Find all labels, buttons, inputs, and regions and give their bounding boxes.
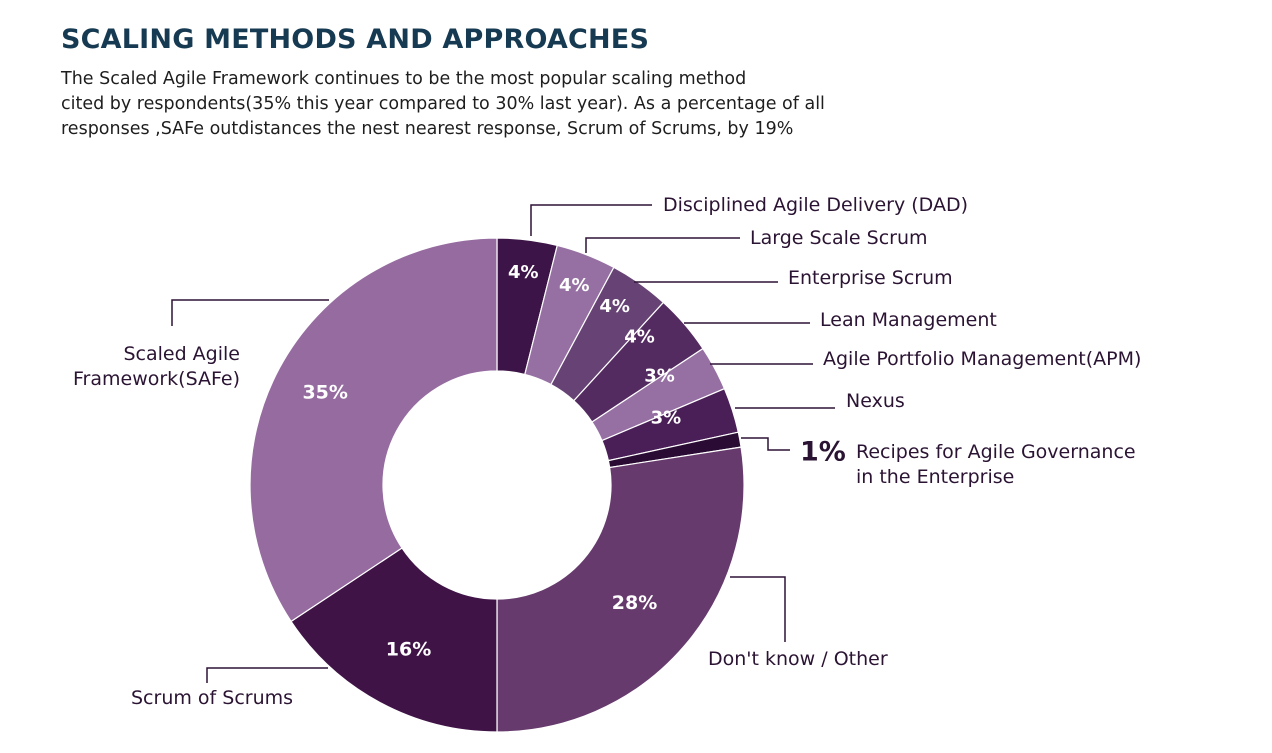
slice-category-labels: Disciplined Agile Delivery (DAD) Large Sc…	[73, 194, 1141, 709]
leader-line-don-t-know-other	[730, 576, 786, 642]
category-label-enterprise-scrum: Enterprise Scrum	[788, 267, 953, 289]
slice-don-t-know-other	[496, 446, 745, 733]
category-label-disciplined-agile-delivery-dad: Disciplined Agile Delivery (DAD)	[663, 194, 968, 216]
category-label-recipes-for-agile-governance-in-the-enterprise: Recipes for Agile Governance in the Enter…	[856, 441, 1136, 488]
slice-scaled-agile-framework-safe	[249, 237, 498, 623]
value-label-scrum-of-scrums: 16%	[386, 639, 431, 661]
description-line-3: responses ,SAFe outdistances the nest ne…	[61, 119, 794, 139]
chart-description: The Scaled Agile Framework continues to …	[61, 67, 961, 142]
leader-line-recipes-for-agile-governance-in-the-enterprise	[741, 437, 790, 451]
category-label-lean-management: Lean Management	[820, 309, 997, 331]
donut-slices	[249, 237, 745, 733]
value-label-lean-management: 4%	[624, 326, 655, 347]
value-label-large-scale-scrum: 4%	[559, 275, 590, 296]
leader-line-scaled-agile-framework-safe	[171, 299, 329, 326]
leader-line-large-scale-scrum	[585, 237, 740, 253]
category-label-agile-portfolio-management-apm: Agile Portfolio Management(APM)	[823, 348, 1141, 370]
value-label-enterprise-scrum: 4%	[599, 296, 630, 317]
leader-lines	[171, 204, 835, 683]
category-label-large-scale-scrum: Large Scale Scrum	[750, 227, 928, 249]
leader-line-disciplined-agile-delivery-dad	[530, 204, 652, 236]
description-line-2: cited by respondents(35% this year compa…	[61, 94, 825, 114]
chart-title: SCALING METHODS AND APPROACHES	[61, 24, 650, 55]
value-label-agile-portfolio-management-apm: 3%	[644, 365, 675, 386]
value-label-disciplined-agile-delivery-dad: 4%	[508, 262, 539, 283]
value-label-don-t-know-other: 28%	[612, 592, 657, 614]
leader-line-scrum-of-scrums	[206, 667, 328, 683]
description-line-1: The Scaled Agile Framework continues to …	[61, 69, 747, 89]
value-label-nexus: 3%	[651, 408, 682, 429]
category-label-scaled-agile-framework-safe: Scaled Agile Framework(SAFe)	[73, 343, 240, 390]
category-label-scrum-of-scrums: Scrum of Scrums	[131, 687, 293, 709]
slice-value-labels: 4% 4% 4% 4% 3% 3% 28% 16% 35%	[302, 262, 681, 661]
category-label-don-t-know-other: Don't know / Other	[708, 648, 888, 670]
value-label-scaled-agile-framework-safe: 35%	[302, 382, 347, 404]
category-label-nexus: Nexus	[846, 390, 905, 412]
value-label-recipes-for-agile-governance-in-the-enterprise: 1%	[800, 437, 846, 468]
slice-scrum-of-scrums	[290, 547, 498, 733]
